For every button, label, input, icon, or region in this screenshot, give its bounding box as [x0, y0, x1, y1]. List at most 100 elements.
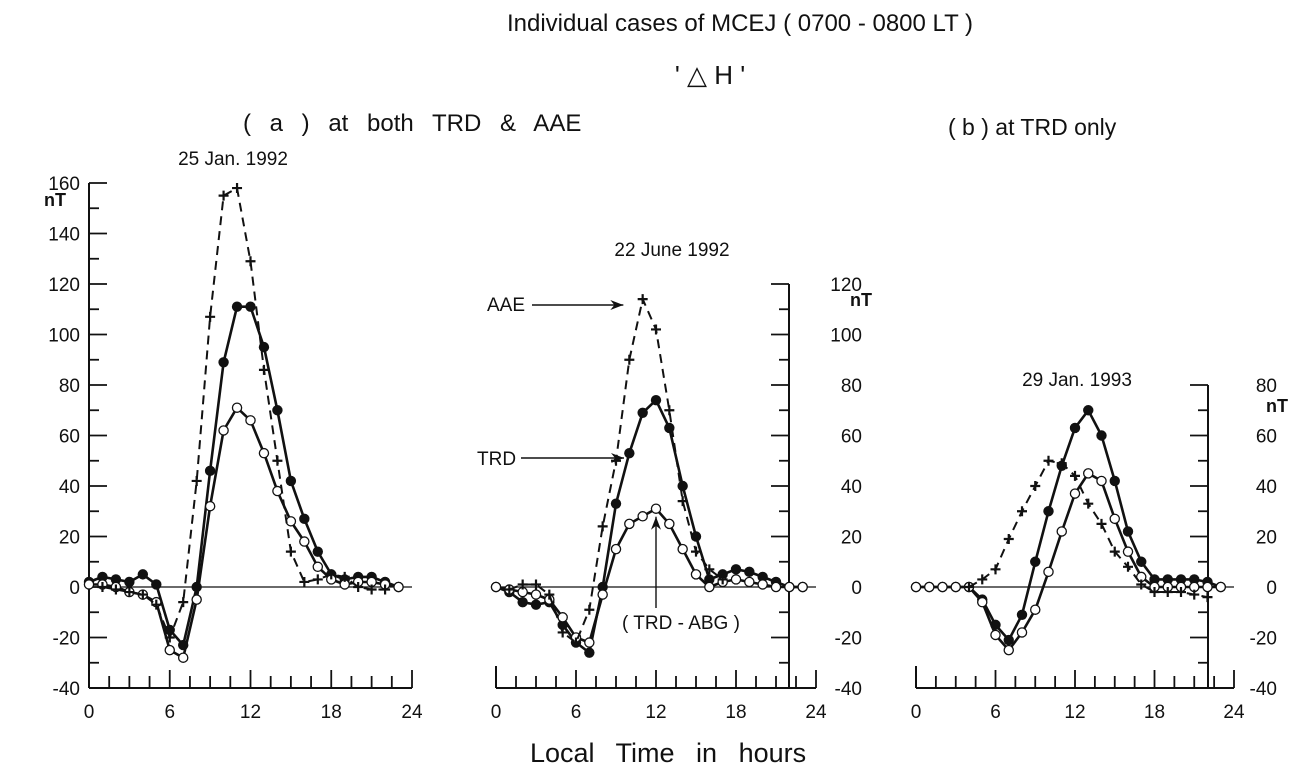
- y-tick-label: 120: [830, 275, 862, 296]
- data-point-trd: [744, 566, 755, 578]
- x-tick-label: 18: [321, 702, 342, 723]
- data-point-trd-abg: [597, 589, 608, 600]
- data-point-trd-abg: [730, 574, 742, 585]
- x-tick-label: 12: [240, 702, 261, 723]
- data-point-trd: [757, 571, 768, 583]
- page-title: Individual cases of MCEJ ( 0700 - 0800 L…: [506, 10, 973, 37]
- y-tick-label: -20: [1250, 629, 1277, 650]
- data-point-trd: [245, 301, 256, 312]
- data-point-trd-abg: [744, 576, 755, 588]
- data-point-trd-abg: [557, 612, 568, 623]
- data-point-trd: [1189, 574, 1200, 585]
- data-point-trd: [1162, 574, 1173, 585]
- y-tick-label: 100: [830, 326, 862, 347]
- data-point-aae: [717, 574, 728, 585]
- data-point-trd-abg: [299, 536, 310, 547]
- data-point-trd-abg: [204, 500, 216, 512]
- data-point-aae: [1109, 546, 1120, 557]
- data-point-aae: [110, 584, 121, 595]
- chart-subtitle: ' △ H ': [674, 60, 746, 90]
- data-point-trd: [1096, 430, 1107, 441]
- data-point-trd: [1069, 422, 1081, 434]
- data-point-trd: [124, 576, 135, 588]
- data-point-aae: [380, 584, 391, 595]
- y-tick-label: 140: [48, 225, 80, 246]
- data-point-aae: [1003, 534, 1014, 545]
- y-tick-label: 20: [1256, 528, 1277, 549]
- data-point-aae: [691, 546, 701, 557]
- data-point-trd-abg: [584, 637, 595, 648]
- data-point-trd-abg: [677, 543, 688, 555]
- data-point-trd: [1109, 475, 1120, 487]
- annotation-trd-abg: ( TRD - ABG ): [622, 613, 740, 634]
- data-point-trd-abg: [1069, 488, 1081, 499]
- annotation-aae: AAE: [487, 295, 525, 316]
- data-point-aae: [1070, 470, 1080, 481]
- data-point-aae: [205, 311, 216, 322]
- data-point-aae: [517, 579, 528, 590]
- data-point-trd: [285, 475, 297, 487]
- data-point-trd-abg: [1030, 604, 1041, 615]
- data-point-aae: [258, 364, 269, 375]
- y-tick-label: 40: [841, 477, 862, 498]
- y-tick-label: 60: [841, 427, 862, 448]
- y-tick-label: -20: [53, 629, 80, 650]
- data-point-aae: [531, 579, 541, 590]
- data-point-aae: [664, 405, 675, 416]
- data-point-aae: [218, 190, 229, 201]
- data-point-trd-abg: [312, 561, 324, 573]
- y-tick-label: 80: [59, 376, 80, 397]
- x-axis-title: Local Time in hours: [530, 738, 807, 768]
- data-point-aae: [557, 627, 568, 638]
- data-point-aae: [990, 564, 1001, 575]
- data-point-aae: [1189, 589, 1200, 600]
- data-point-trd-abg: [393, 581, 404, 593]
- arrowhead-trd: [611, 453, 624, 463]
- data-point-trd: [637, 407, 648, 418]
- x-tick-label: 6: [990, 702, 1001, 723]
- data-point-trd-abg: [610, 543, 622, 555]
- y-tick-label: -40: [1250, 679, 1277, 700]
- panel-title: 25 Jan. 1992: [178, 149, 288, 170]
- x-tick-label: 6: [164, 702, 175, 723]
- data-point-trd-abg: [1096, 475, 1107, 487]
- data-point-trd-abg: [797, 581, 808, 593]
- data-point-trd: [1136, 556, 1147, 567]
- data-point-trd: [110, 574, 122, 585]
- data-point-trd: [312, 546, 323, 557]
- data-point-aae: [1056, 458, 1067, 469]
- y-tick-label: 0: [69, 578, 80, 599]
- data-point-aae: [571, 637, 581, 648]
- data-point-trd-abg: [784, 581, 795, 593]
- data-point-trd-abg: [977, 596, 988, 608]
- series-line-aae: [508, 298, 724, 644]
- data-point-trd: [1043, 506, 1054, 517]
- x-tick-label: 0: [491, 702, 502, 723]
- data-point-trd-abg: [937, 581, 948, 593]
- data-point-trd-abg: [1202, 581, 1213, 593]
- series-line-trd-abg: [916, 472, 1221, 652]
- series-line-trd: [916, 409, 1222, 642]
- y-tick-label: -20: [835, 629, 862, 650]
- data-point-aae: [1136, 579, 1147, 590]
- data-point-aae: [677, 496, 688, 507]
- data-point-trd: [204, 465, 216, 477]
- data-point-trd: [1083, 405, 1094, 416]
- data-point-trd: [584, 647, 595, 658]
- data-point-trd-abg: [218, 425, 229, 436]
- group-label-b: ( b ) at TRD only: [948, 114, 1117, 140]
- data-point-trd: [1003, 634, 1014, 646]
- data-point-trd-abg: [770, 581, 782, 593]
- data-point-trd-abg: [1109, 513, 1121, 525]
- data-point-trd: [677, 480, 688, 492]
- data-point-trd: [650, 394, 662, 406]
- data-point-trd: [1175, 574, 1187, 585]
- data-point-aae: [326, 569, 337, 580]
- data-point-aae: [1162, 587, 1173, 598]
- data-point-aae: [178, 597, 189, 608]
- data-point-aae: [544, 589, 555, 600]
- data-point-aae: [704, 564, 715, 575]
